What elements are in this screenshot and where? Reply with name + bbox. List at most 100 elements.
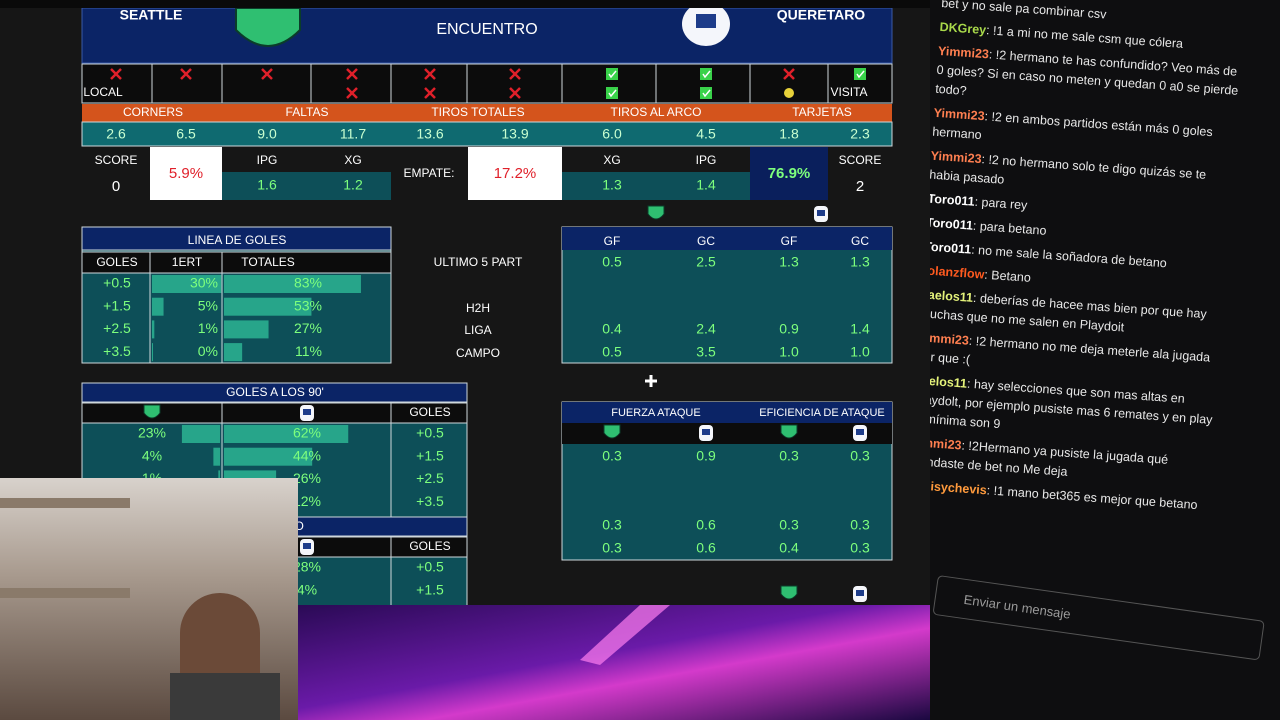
stat-value: 9.0 — [257, 126, 277, 142]
goal-threshold: +0.5 — [416, 559, 444, 575]
form-panel — [466, 63, 893, 104]
percentage: 53% — [294, 297, 322, 313]
chat-text: Betano — [990, 268, 1032, 285]
attack-value: 0.3 — [602, 540, 622, 556]
chat-separator: : — [986, 483, 991, 498]
draw-label: EMPATE: — [404, 166, 455, 180]
chat-separator: : — [970, 242, 976, 257]
chat-input[interactable]: Enviar un mensaje — [932, 575, 1265, 661]
attack-value: 0.6 — [696, 517, 716, 533]
goal-threshold: +0.5 — [103, 275, 131, 291]
overlay-graphic — [298, 605, 930, 720]
panel-header — [562, 227, 892, 250]
team-logo-stripe — [817, 210, 825, 216]
overlay-light — [580, 605, 670, 665]
shelf — [0, 588, 130, 598]
win-icon — [608, 70, 617, 79]
bar — [213, 447, 220, 466]
draw-prob: 17.2% — [494, 165, 537, 182]
form-value: 3.5 — [696, 344, 716, 360]
attack-value: 0.3 — [602, 517, 622, 533]
panel-title-bar — [81, 226, 392, 251]
bar — [224, 297, 312, 316]
chat-username: DKGrey — [939, 19, 987, 38]
chat-username: Toro011 — [930, 239, 972, 257]
form-value: 1.0 — [850, 344, 870, 360]
column-header: GC — [697, 234, 715, 248]
metric-value: 1.6 — [257, 177, 277, 193]
form-panel — [81, 63, 468, 104]
chat-username: Toro011 — [930, 191, 976, 209]
percentage: 62% — [293, 425, 321, 441]
home-prob: 5.9% — [169, 165, 203, 182]
goal-threshold: +3.5 — [416, 493, 444, 509]
bar — [224, 447, 313, 466]
shirt — [170, 673, 280, 720]
percentage: 4% — [142, 447, 162, 463]
loss-icon — [509, 87, 521, 99]
loss-icon — [346, 87, 358, 99]
score: 0 — [112, 178, 120, 195]
attack-value: 0.6 — [696, 540, 716, 556]
metric-label: IPG — [696, 153, 717, 167]
form-value: 1.4 — [850, 321, 870, 337]
row-label: H2H — [466, 301, 490, 315]
team-crest — [235, 7, 301, 47]
column-header: FUERZA ATAQUE — [611, 407, 700, 419]
chat-username: Yimmi23 — [930, 434, 962, 453]
webcam — [0, 478, 298, 720]
stats-row — [81, 121, 893, 147]
chat-username: yaelos11 — [930, 373, 968, 391]
bar — [224, 343, 243, 362]
loss-icon — [346, 68, 358, 80]
team-logo-stripe — [303, 543, 311, 549]
bar — [224, 425, 349, 443]
chat-separator: : — [983, 267, 989, 282]
goal-threshold: +1.5 — [416, 447, 444, 463]
attack-value: 0.3 — [850, 540, 870, 556]
column-header: GF — [604, 234, 621, 248]
chat-separator: : — [981, 152, 986, 167]
form-value: 0.4 — [602, 321, 622, 337]
percentage: 12% — [293, 493, 321, 509]
attack-value: 0.4 — [779, 540, 799, 556]
stat-value: 6.5 — [176, 126, 196, 142]
team-logo-stripe — [303, 409, 311, 415]
form-value: 2.4 — [696, 321, 716, 337]
shelf — [0, 498, 130, 508]
form-value: 0.5 — [602, 344, 622, 360]
team-crest-stripe — [696, 14, 716, 28]
percentage: 30% — [190, 275, 218, 291]
stat-label: CORNERS — [123, 105, 183, 119]
metric-cell — [562, 172, 750, 200]
attack-value: 0.3 — [850, 517, 870, 533]
percentage: 4% — [297, 581, 317, 597]
form-value: 1.0 — [779, 344, 799, 360]
stat-value: 4.5 — [696, 126, 716, 142]
goal-threshold: +2.5 — [416, 470, 444, 486]
chat-username: Yimmi23 — [937, 43, 990, 62]
column-header: GOLES — [96, 255, 137, 269]
metric-value: 1.3 — [602, 177, 622, 193]
chat-text: para betano — [979, 219, 1047, 238]
percentage: 5% — [198, 297, 218, 313]
team-logo — [780, 424, 798, 439]
top-strip — [0, 0, 930, 8]
bar — [152, 275, 222, 293]
score-label: SCORE — [95, 153, 138, 167]
metric-label: XG — [344, 153, 361, 167]
percentage: 28% — [293, 559, 321, 575]
chat-username: Toro011 — [930, 215, 974, 233]
bar — [152, 297, 164, 316]
bar — [224, 275, 361, 293]
column-header: GOLES — [409, 405, 450, 419]
loss-icon — [110, 68, 122, 80]
stat-label: FALTAS — [286, 105, 329, 119]
prob-box — [750, 147, 828, 200]
stat-value: 2.3 — [850, 126, 870, 142]
stat-value: 13.9 — [501, 126, 528, 142]
bar — [181, 425, 220, 443]
goal-threshold: +1.5 — [416, 581, 444, 597]
row-label: CAMPO — [456, 346, 500, 360]
